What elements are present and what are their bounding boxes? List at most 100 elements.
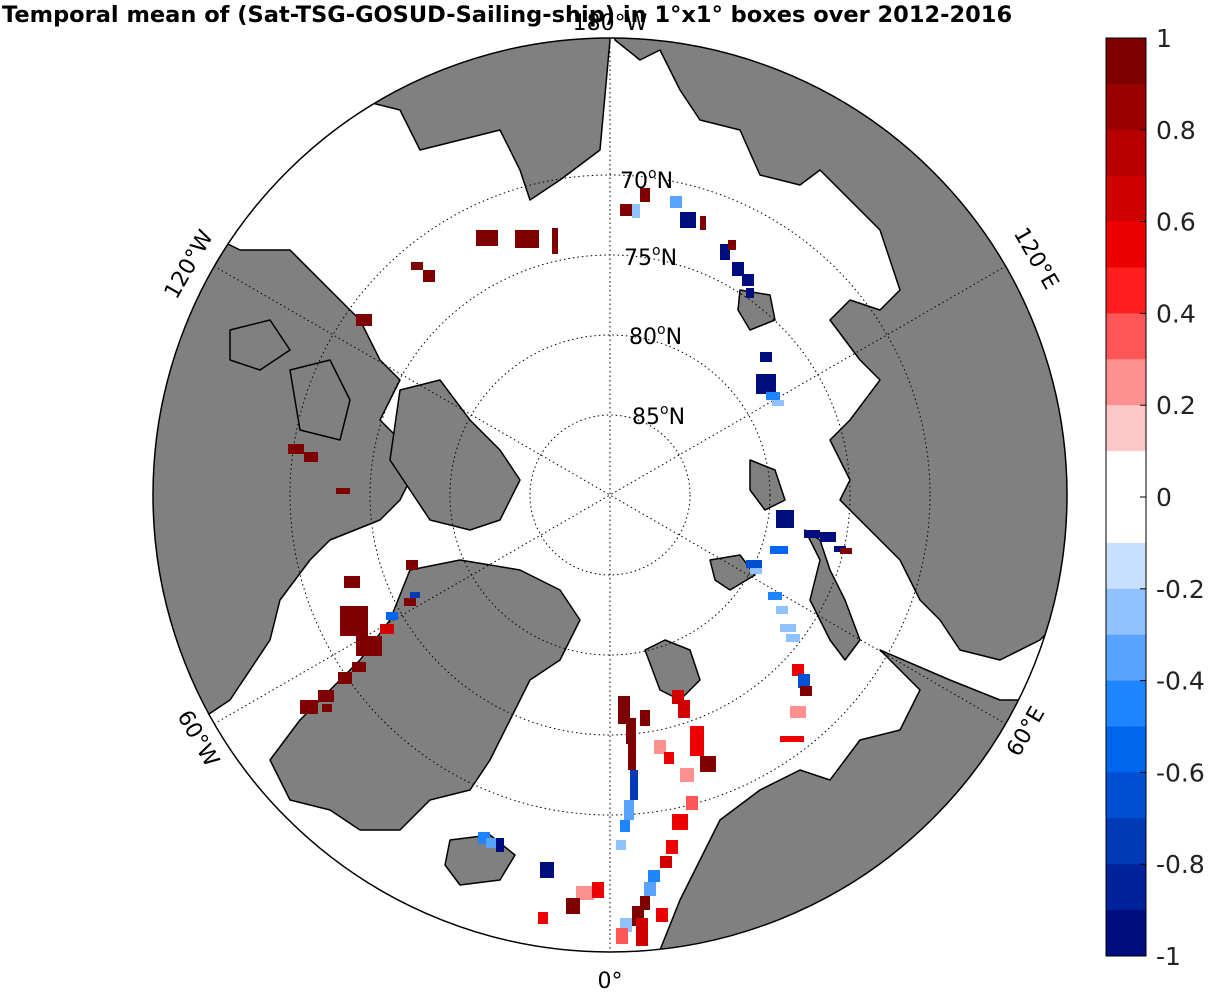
- land-franz-josef: [709, 554, 756, 591]
- data-box: [626, 718, 636, 744]
- data-box: [552, 228, 558, 254]
- colorbar-level: [1106, 38, 1146, 85]
- data-box: [340, 606, 368, 636]
- lat-label-70: 70oN: [620, 166, 673, 194]
- data-box: [336, 488, 350, 494]
- colorbar-level: [1106, 267, 1146, 314]
- data-box: [410, 592, 420, 598]
- colorbar-level: [1106, 588, 1146, 636]
- colorbar: 1 0.8 0.6 0.4 0.2 0 -0.2 -0.4 -0.6 -0.8 -1: [1105, 24, 1205, 971]
- data-box: [776, 606, 788, 614]
- data-box: [632, 204, 640, 218]
- data-box: [640, 710, 650, 726]
- data-box: [746, 288, 754, 298]
- data-box: [656, 908, 668, 922]
- colorbar-level: [1106, 818, 1146, 865]
- data-box: [352, 662, 366, 672]
- colorbar-tick-label: -1: [1156, 942, 1181, 971]
- data-box: [690, 726, 704, 756]
- data-box: [380, 624, 394, 634]
- colorbar-level: [1106, 772, 1146, 819]
- colorbar-tick-label: -0.8: [1156, 850, 1205, 879]
- data-box: [756, 374, 776, 394]
- land-baffin: [289, 359, 351, 441]
- colorbar-tick-label: -0.4: [1156, 667, 1205, 696]
- colorbar-level: [1106, 542, 1146, 590]
- colorbar-level: [1106, 680, 1146, 727]
- colorbar-tick-label: 0.6: [1156, 208, 1196, 237]
- colorbar-level: [1106, 726, 1146, 773]
- data-box: [804, 530, 820, 538]
- data-box: [720, 244, 730, 260]
- data-boxes: [288, 188, 852, 946]
- data-box: [680, 212, 696, 228]
- data-box: [356, 636, 382, 656]
- colorbar-tick-label: 0: [1156, 483, 1172, 512]
- data-box: [798, 674, 810, 688]
- data-box: [620, 204, 632, 216]
- data-box: [423, 270, 435, 282]
- data-box: [322, 704, 332, 712]
- data-box: [686, 796, 698, 810]
- data-box: [640, 188, 650, 202]
- data-box: [728, 240, 736, 250]
- data-box: [672, 814, 688, 830]
- data-box: [404, 598, 416, 606]
- data-box: [760, 352, 772, 362]
- colorbar-tick-label: 0.4: [1156, 299, 1196, 328]
- data-box: [386, 612, 398, 620]
- data-box: [770, 546, 788, 554]
- colorbar-level: [1106, 497, 1146, 544]
- data-box: [288, 444, 304, 454]
- colorbar-level: [1106, 910, 1146, 957]
- colorbar-level: [1106, 221, 1146, 268]
- data-box: [576, 886, 594, 900]
- graticule: [213, 38, 1007, 952]
- data-box: [780, 624, 796, 632]
- data-box: [630, 770, 638, 800]
- colorbar-level: [1106, 864, 1146, 911]
- land-novaya-zemlya: [804, 529, 861, 661]
- data-box: [592, 882, 604, 898]
- data-box: [476, 230, 498, 246]
- land-ellesmere: [389, 379, 521, 531]
- data-box: [660, 856, 672, 868]
- land-severnaya: [749, 459, 786, 511]
- data-box: [746, 560, 762, 568]
- data-box: [538, 912, 548, 924]
- data-box: [670, 196, 682, 208]
- data-box: [644, 882, 656, 896]
- lon-label-180w: 180°W: [573, 11, 648, 36]
- data-box: [700, 216, 706, 230]
- chart-title: Temporal mean of (Sat-TSG-GOSUD-Sailing-…: [2, 2, 1013, 28]
- data-box: [356, 314, 372, 326]
- land-nsi: [737, 289, 776, 331]
- data-box: [664, 752, 674, 764]
- data-box: [732, 262, 744, 276]
- colorbar-tick-label: -0.6: [1156, 758, 1205, 787]
- data-box: [640, 896, 650, 910]
- data-box: [540, 862, 554, 878]
- data-box: [768, 592, 782, 600]
- data-box: [344, 576, 360, 588]
- land-victoria: [229, 319, 291, 371]
- colorbar-tick-label: 0.8: [1156, 116, 1196, 145]
- colorbar-level: [1106, 405, 1146, 452]
- data-box: [786, 634, 800, 642]
- data-box: [766, 392, 780, 400]
- colorbar-level: [1106, 83, 1146, 131]
- data-box: [772, 400, 784, 406]
- data-box: [700, 756, 716, 772]
- colorbar-level: [1106, 634, 1146, 682]
- colorbar-tick-label: 1: [1156, 24, 1172, 53]
- colorbar-level: [1106, 451, 1146, 498]
- colorbar-tick-label: 0.2: [1156, 391, 1196, 420]
- data-box: [790, 706, 806, 718]
- map-disk: [153, 38, 1067, 952]
- data-box: [515, 230, 539, 248]
- lat-label-80: 80oN: [629, 322, 682, 350]
- lat-label-75: 75oN: [624, 243, 677, 271]
- data-box: [750, 568, 762, 574]
- colorbar-levels: [1106, 38, 1146, 957]
